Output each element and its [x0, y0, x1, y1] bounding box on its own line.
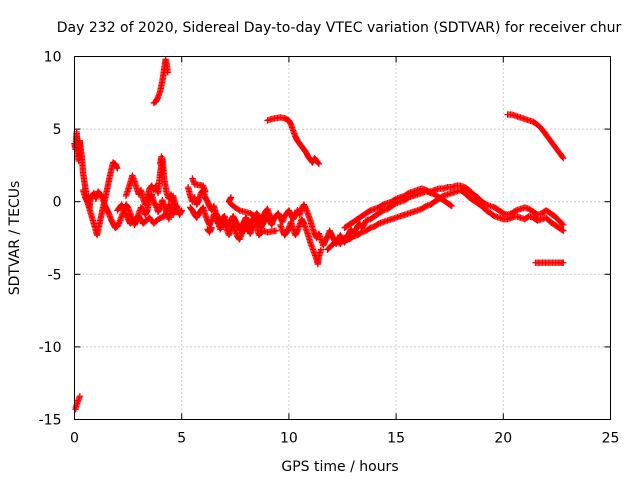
y-tick-label: -15	[39, 413, 62, 429]
data-point	[272, 227, 280, 234]
x-axis-label: GPS time / hours	[281, 459, 398, 475]
plot-frame	[74, 56, 611, 420]
data-point	[166, 202, 173, 210]
x-tick-label: 25	[602, 431, 620, 447]
data-point	[448, 202, 456, 210]
x-tick-label: 15	[387, 431, 405, 447]
y-tick-label: 0	[53, 195, 62, 211]
data-point	[447, 202, 454, 209]
x-tick-label: 10	[280, 431, 298, 447]
data-point	[164, 69, 171, 76]
data-point	[560, 154, 567, 162]
data-point	[167, 205, 174, 213]
data-point	[169, 198, 177, 205]
data-point	[121, 207, 128, 214]
x-tick-label: 0	[70, 431, 79, 447]
data-point	[166, 204, 174, 211]
x-tick-label: 5	[177, 431, 186, 447]
data-point	[119, 204, 127, 211]
data-point	[235, 206, 242, 213]
data-point	[122, 210, 129, 217]
data-point	[118, 201, 125, 208]
data-point	[174, 202, 181, 210]
data-point	[178, 207, 185, 214]
data-point	[159, 166, 166, 173]
y-axis-label: SDTVAR / TECUs	[7, 181, 23, 296]
y-tick-label: -5	[48, 267, 62, 283]
y-tick-label: -10	[39, 340, 62, 356]
data-points	[71, 56, 567, 413]
data-point	[317, 246, 325, 253]
data-point	[122, 211, 130, 218]
y-axis: -15 -10 -5 0 5 10	[39, 50, 611, 429]
y-tick-label: 10	[44, 50, 62, 66]
data-point	[315, 160, 323, 168]
data-point	[120, 205, 127, 213]
grid	[74, 56, 611, 420]
data-point	[119, 202, 126, 210]
data-point	[202, 188, 209, 195]
data-point	[560, 227, 567, 234]
data-point	[268, 215, 275, 223]
x-tick-label: 20	[494, 431, 512, 447]
data-point	[559, 226, 566, 234]
data-point	[114, 165, 121, 172]
data-point	[123, 213, 131, 220]
chart-title: Day 232 of 2020, Sidereal Day-to-day VTE…	[57, 20, 622, 36]
data-point	[559, 153, 566, 161]
data-point	[208, 224, 215, 232]
data-point	[559, 220, 566, 228]
data-point	[560, 221, 567, 229]
data-point	[560, 259, 567, 266]
y-tick-label: 5	[53, 122, 62, 138]
data-point	[76, 393, 84, 400]
data-point	[315, 159, 322, 167]
data-point	[173, 204, 180, 211]
data-point	[121, 208, 129, 216]
x-axis: 0 5 10 15 20 25	[70, 56, 620, 447]
data-point	[165, 201, 173, 208]
